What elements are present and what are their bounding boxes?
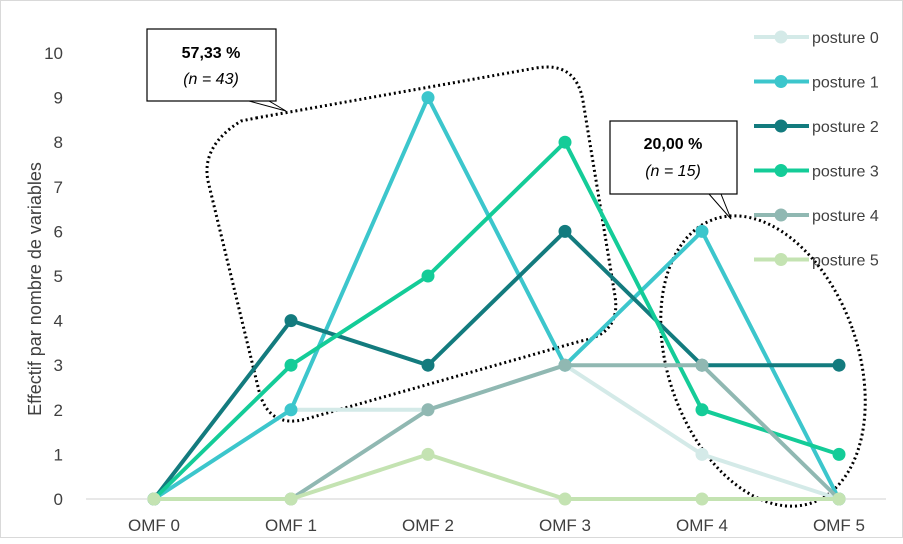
y-tick-label: 5 bbox=[54, 267, 63, 286]
legend-label: posture 0 bbox=[812, 30, 879, 47]
data-point bbox=[833, 448, 846, 461]
legend-item: posture 5 bbox=[754, 253, 879, 270]
callout-1-percent: 57,33 % bbox=[182, 45, 241, 62]
legend-label: posture 1 bbox=[812, 75, 879, 92]
x-tick-label: OMF 2 bbox=[402, 516, 454, 535]
series-layer bbox=[148, 91, 846, 505]
y-tick-label: 3 bbox=[54, 356, 63, 375]
series-posture-5 bbox=[148, 448, 846, 506]
legend-marker bbox=[775, 75, 788, 88]
data-point bbox=[696, 493, 709, 506]
data-point bbox=[148, 493, 161, 506]
legend-label: posture 5 bbox=[812, 253, 879, 270]
legend-item: posture 2 bbox=[754, 119, 879, 136]
data-point bbox=[696, 359, 709, 372]
data-point bbox=[696, 403, 709, 416]
series-posture-4 bbox=[148, 359, 846, 506]
data-point bbox=[559, 225, 572, 238]
cluster-outline-2 bbox=[624, 188, 901, 534]
data-point bbox=[285, 314, 298, 327]
y-tick-label: 10 bbox=[44, 44, 63, 63]
data-point bbox=[559, 493, 572, 506]
legend-marker bbox=[775, 120, 788, 133]
data-point bbox=[422, 403, 435, 416]
data-point bbox=[833, 493, 846, 506]
legend-marker bbox=[775, 253, 788, 266]
callout-2-percent: 20,00 % bbox=[644, 136, 703, 153]
y-tick-label: 2 bbox=[54, 401, 63, 420]
x-tick-label: OMF 0 bbox=[128, 516, 180, 535]
data-point bbox=[559, 136, 572, 149]
x-tick-label: OMF 5 bbox=[813, 516, 865, 535]
data-point bbox=[422, 91, 435, 104]
callout-2: 20,00 % (n = 15) bbox=[610, 121, 737, 219]
series-posture-0 bbox=[148, 359, 846, 506]
data-point bbox=[696, 225, 709, 238]
y-tick-label: 6 bbox=[54, 222, 63, 241]
series-line bbox=[154, 142, 839, 499]
legend-marker bbox=[775, 164, 788, 177]
series-posture-3 bbox=[148, 136, 846, 506]
data-point bbox=[833, 359, 846, 372]
data-point bbox=[559, 359, 572, 372]
y-tick-label: 4 bbox=[54, 312, 63, 331]
series-line bbox=[154, 454, 839, 499]
legend-item: posture 1 bbox=[754, 75, 879, 92]
data-point bbox=[422, 448, 435, 461]
legend: posture 0 posture 1 posture 2 posture 3 post… bbox=[754, 30, 879, 270]
legend-label: posture 3 bbox=[812, 164, 879, 181]
data-point bbox=[696, 448, 709, 461]
x-tick-label: OMF 3 bbox=[539, 516, 591, 535]
data-point bbox=[422, 359, 435, 372]
x-tick-labels: OMF 0 OMF 1 OMF 2 OMF 3 OMF 4 OMF 5 bbox=[128, 516, 865, 535]
legend-item: posture 0 bbox=[754, 30, 879, 47]
y-tick-label: 8 bbox=[54, 133, 63, 152]
legend-item: posture 4 bbox=[754, 208, 879, 225]
y-tick-labels: 0 1 2 3 4 5 6 7 8 9 10 bbox=[44, 44, 63, 509]
data-point bbox=[285, 493, 298, 506]
data-point bbox=[422, 270, 435, 283]
y-axis-title: Effectif par nombre de variables bbox=[25, 162, 45, 416]
legend-item: posture 3 bbox=[754, 164, 879, 181]
y-tick-label: 9 bbox=[54, 89, 63, 108]
legend-label: posture 2 bbox=[812, 119, 879, 136]
legend-marker bbox=[775, 31, 788, 44]
y-tick-label: 1 bbox=[54, 445, 63, 464]
x-tick-label: OMF 1 bbox=[265, 516, 317, 535]
x-tick-label: OMF 4 bbox=[676, 516, 728, 535]
callout-2-count: (n = 15) bbox=[645, 163, 701, 180]
y-tick-label: 7 bbox=[54, 178, 63, 197]
data-point bbox=[285, 403, 298, 416]
y-tick-label: 0 bbox=[54, 490, 63, 509]
legend-marker bbox=[775, 209, 788, 222]
legend-label: posture 4 bbox=[812, 208, 879, 225]
data-point bbox=[285, 359, 298, 372]
callout-1-count: (n = 43) bbox=[183, 71, 239, 88]
callout-1: 57,33 % (n = 43) bbox=[147, 29, 286, 111]
